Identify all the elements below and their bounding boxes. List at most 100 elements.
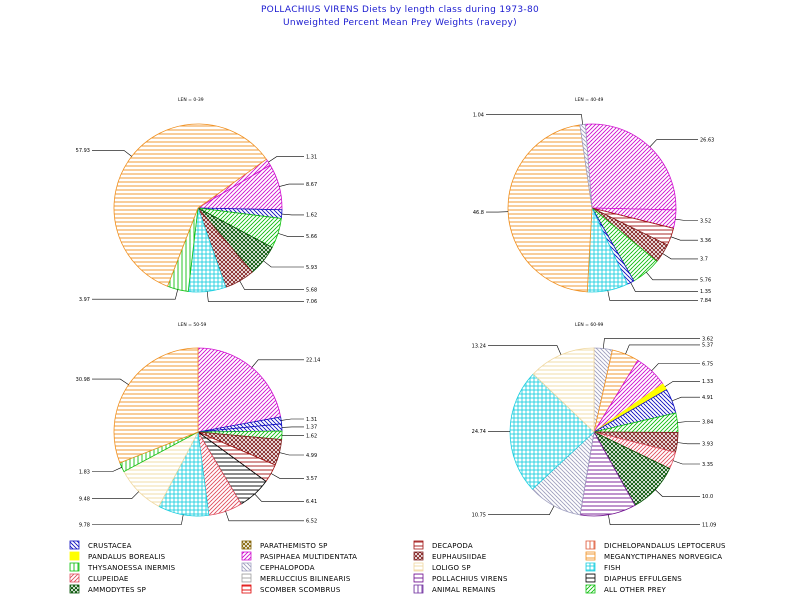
slice-label: 30.98 <box>76 377 90 383</box>
pie-slice <box>579 123 593 209</box>
legend-label: PASIPHAEA MULTIDENTATA <box>260 553 357 561</box>
legend-label: PANDALUS BOREALIS <box>88 553 166 561</box>
legend-swatch <box>585 551 596 561</box>
leader-line <box>664 380 700 387</box>
legend-swatch <box>413 540 424 550</box>
legend-swatch <box>69 573 80 583</box>
leader-line <box>279 452 304 456</box>
leader-line <box>92 378 129 385</box>
slice-label: 9.48 <box>79 496 90 502</box>
leader-line <box>488 345 562 355</box>
slice-label: 26.63 <box>700 137 714 143</box>
legend-item: DICHELOPANDALUS LEPTOCERUS <box>585 540 726 550</box>
legend-swatch <box>241 551 252 561</box>
leader-line <box>270 473 304 479</box>
legend-label: MERLUCCIUS BILINEARIS <box>260 575 351 583</box>
legend-label: CLUPEIDAE <box>88 575 129 583</box>
legend-swatch <box>585 573 596 583</box>
chart-title-line-1: POLLACHIUS VIRENS Diets by length class … <box>260 5 540 15</box>
legend-label: CRUSTACEA <box>88 542 132 550</box>
leader-line <box>662 253 698 260</box>
legend-label: ALL OTHER PREY <box>604 586 666 594</box>
pie-slice <box>113 123 267 287</box>
legend-item: SCOMBER SCOMBRUS <box>241 584 341 594</box>
legend-swatch <box>69 562 80 572</box>
legend-item: POLLACHIUS VIRENS <box>413 573 508 583</box>
leader-line <box>239 280 304 290</box>
slice-label: 11.09 <box>702 522 716 528</box>
slice-label: 1.83 <box>79 469 90 475</box>
slice-label: 3.62 <box>702 336 713 342</box>
leader-line <box>254 493 304 502</box>
leader-line <box>671 396 700 402</box>
pie-slice <box>507 124 593 293</box>
legend-label: AMMODYTES SP <box>88 586 146 594</box>
pie-1: LEN = 0-39 1.31 8.67 1.62 5.66 5.93 5.68 7.06 3.… <box>76 97 317 305</box>
leader-line <box>651 363 700 372</box>
slice-label: 46.8 <box>473 210 484 216</box>
leader-line <box>206 291 304 302</box>
leader-line <box>675 218 698 221</box>
pie-group: LEN = 0-39 1.31 8.67 1.62 5.66 5.93 5.68 7.06 3.… <box>76 97 717 528</box>
slice-label: 3.57 <box>306 476 317 482</box>
leader-line <box>488 505 555 516</box>
chart-title: POLLACHIUS VIRENS Diets by length class … <box>0 4 800 30</box>
legend-swatch <box>585 540 596 550</box>
slice-label: 5.37 <box>702 343 713 349</box>
legend-swatch <box>69 584 80 594</box>
slice-label: 6.52 <box>306 519 317 525</box>
legend-label: EUPHAUSIIDAE <box>432 553 486 561</box>
legend-item: PASIPHAEA MULTIDENTATA <box>241 551 357 561</box>
leader-line <box>607 290 698 301</box>
leader-line <box>654 489 700 497</box>
slice-label: 1.31 <box>306 154 317 160</box>
legend-item: CRUSTACEA <box>69 540 132 550</box>
leader-line <box>603 338 700 349</box>
pie-title: LEN = 0-39 <box>178 97 204 103</box>
leader-line <box>92 514 184 525</box>
legend-item: ANIMAL REMAINS <box>413 584 496 594</box>
pie-slice <box>509 373 595 490</box>
slice-label: 3.93 <box>702 442 713 448</box>
leader-line <box>92 467 122 472</box>
legend-label: DIAPHUS EFFULGENS <box>604 575 682 583</box>
slice-label: 5.68 <box>306 287 317 293</box>
slice-label: 3.35 <box>702 462 713 468</box>
leader-line <box>677 442 700 445</box>
slice-label: 1.33 <box>702 379 713 385</box>
legend-item: MEGANYCTIPHANES NORVEGICA <box>585 551 722 561</box>
leader-line <box>649 139 698 148</box>
legend-label: CEPHALOPODA <box>260 564 315 572</box>
leader-line <box>670 236 698 241</box>
legend-swatch <box>413 551 424 561</box>
legend-item: AMMODYTES SP <box>69 584 146 594</box>
slice-label: 3.7 <box>700 257 708 263</box>
legend-label: THYSANOESSA INERMIS <box>87 564 176 572</box>
leader-line <box>225 511 304 522</box>
legend-label: FISH <box>604 564 621 572</box>
legend-label: ANIMAL REMAINS <box>432 586 496 594</box>
slice-label: 3.84 <box>702 419 713 425</box>
leader-line <box>263 260 304 268</box>
legend-label: LOLIGO SP <box>432 564 471 572</box>
legend-swatch <box>413 562 424 572</box>
slice-label: 10.0 <box>702 494 713 500</box>
legend-item: FISH <box>585 562 621 572</box>
slice-label: 4.91 <box>702 395 713 401</box>
legend-swatch <box>585 562 596 572</box>
slice-label: 13.24 <box>472 343 486 349</box>
pie-2: LEN = 40-49 26.63 3.52 3.36 3.7 5.76 1.35 7.84 4… <box>473 97 714 304</box>
legend-item: LOLIGO SP <box>413 562 471 572</box>
pie-4: LEN = 60-99 3.625.37 6.75 1.33 4.91 3.84 3.93 3… <box>472 322 717 528</box>
legend-item: CLUPEIDAE <box>69 573 129 583</box>
legend-item: DECAPODA <box>413 540 473 550</box>
slice-label: 1.62 <box>306 434 317 440</box>
leader-line <box>625 344 700 355</box>
slice-label: 1.37 <box>306 425 317 431</box>
pie-3: LEN = 50-59 22.14 1.31 1.37 1.62 4.99 3.57 6.41… <box>76 322 321 528</box>
leader-line <box>281 418 304 421</box>
slice-label: 7.84 <box>700 298 711 304</box>
pie-slice <box>532 347 595 433</box>
leader-line <box>251 359 304 368</box>
